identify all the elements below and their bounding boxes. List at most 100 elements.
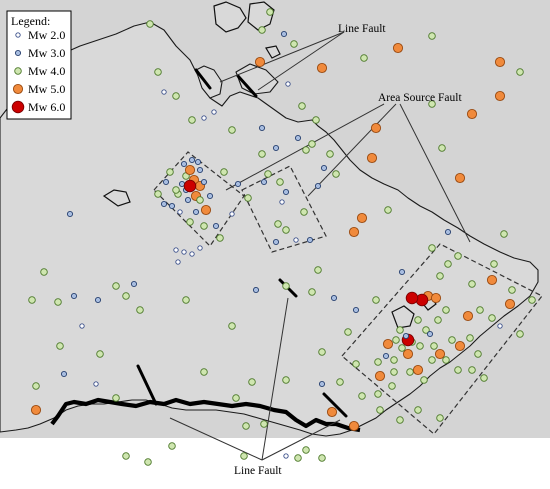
line-fault-north-1 — [194, 68, 212, 90]
epicenter-mw4 — [300, 208, 308, 216]
epicenter-mw3 — [66, 210, 74, 218]
epicenter-mw4 — [228, 126, 236, 134]
epicenter-mw4 — [442, 356, 450, 364]
epicenter-mw4 — [54, 298, 62, 306]
epicenter-mw4 — [374, 358, 382, 366]
epicenter-mw5 — [374, 370, 386, 382]
epicenter-mw4 — [466, 334, 474, 342]
epicenter-mw3 — [272, 144, 280, 152]
epicenter-mw3 — [318, 380, 326, 388]
epicenter-mw2 — [229, 211, 235, 217]
epicenter-mw4 — [430, 342, 438, 350]
epicenter-mw4 — [500, 230, 508, 238]
epicenter-mw4 — [428, 244, 436, 252]
epicenter-mw3 — [294, 134, 302, 142]
epicenter-mw4 — [508, 286, 516, 294]
epicenter-mw4 — [390, 368, 398, 376]
epicenter-mw2 — [285, 81, 291, 87]
epicenter-mw5 — [412, 364, 424, 376]
epicenter-mw3 — [188, 156, 196, 164]
epicenter-mw4 — [312, 116, 320, 124]
legend-symbol-mw5 — [12, 83, 24, 95]
epicenter-mw4 — [444, 260, 452, 268]
epicenter-mw4 — [454, 252, 462, 260]
epicenter-mw4 — [290, 40, 298, 48]
epicenter-mw5 — [486, 274, 498, 286]
epicenter-mw3 — [60, 370, 68, 378]
epicenter-mw3 — [398, 268, 406, 276]
epicenter-mw4 — [318, 454, 326, 462]
epicenter-mw3 — [192, 208, 200, 216]
epicenter-mw6 — [415, 293, 429, 307]
epicenter-mw3 — [260, 178, 268, 186]
epicenter-mw4 — [414, 316, 422, 324]
epicenter-mw4 — [146, 20, 154, 28]
epicenter-mw4 — [422, 326, 430, 334]
epicenter-mw2 — [181, 249, 187, 255]
epicenter-mw4 — [122, 452, 130, 460]
epicenter-mw4 — [372, 296, 380, 304]
epicenter-mw4 — [468, 280, 476, 288]
earthquake-layer — [28, 8, 536, 466]
epicenter-mw4 — [122, 292, 130, 300]
epicenter-mw3 — [160, 200, 168, 208]
epicenter-mw4 — [476, 306, 484, 314]
epicenter-mw3 — [184, 196, 192, 204]
epicenter-mw4 — [172, 186, 180, 194]
epicenter-mw3 — [168, 202, 176, 210]
island-gulf-1 — [391, 305, 415, 329]
epicenter-mw4 — [136, 306, 144, 314]
epicenter-mw5 — [30, 404, 42, 416]
epicenter-mw4 — [436, 272, 444, 280]
epicenter-mw5 — [504, 298, 516, 310]
line-fault-north-2 — [236, 74, 258, 98]
epicenter-mw5 — [200, 204, 212, 216]
epicenter-mw2 — [161, 89, 167, 95]
epicenter-mw4 — [398, 344, 406, 352]
epicenter-mw4 — [154, 190, 162, 198]
epicenter-mw3 — [402, 332, 410, 340]
epicenter-mw3 — [444, 228, 452, 236]
peninsula-north — [195, 65, 223, 99]
epicenter-mw4 — [420, 376, 428, 384]
epicenter-mw5 — [348, 226, 360, 238]
epicenter-mw4 — [260, 420, 268, 428]
epicenter-mw4 — [308, 140, 316, 148]
epicenter-mw3 — [280, 30, 288, 38]
line-fault-southeast — [322, 392, 348, 418]
epicenter-mw5 — [430, 292, 442, 304]
pointer-linefault-bottom-1 — [169, 417, 263, 461]
epicenter-mw4 — [96, 350, 104, 358]
area-source-middle — [241, 165, 327, 253]
epicenter-mw2 — [293, 237, 299, 243]
epicenter-mw3 — [206, 192, 214, 200]
epicenter-mw3 — [306, 236, 314, 244]
epicenter-mw4 — [332, 170, 340, 178]
epicenter-mw4 — [352, 360, 360, 368]
epicenter-mw5 — [348, 420, 360, 432]
epicenter-mw4 — [200, 368, 208, 376]
epicenter-mw2 — [93, 381, 99, 387]
epicenter-mw4 — [228, 322, 236, 330]
epicenter-mw4 — [358, 392, 366, 400]
island-small-2 — [102, 189, 131, 207]
epicenter-mw4 — [488, 314, 496, 322]
epicenter-mw3 — [352, 306, 360, 314]
epicenter-mw4 — [448, 336, 456, 344]
pointer-linefault-2 — [257, 31, 345, 91]
epicenter-mw4 — [264, 170, 272, 178]
epicenter-mw4 — [232, 394, 240, 402]
epicenter-mw4 — [308, 288, 316, 296]
epicenter-mw4 — [428, 100, 436, 108]
epicenter-mw4 — [258, 26, 266, 34]
label-area-source-fault: Area Source Fault — [378, 92, 462, 104]
epicenter-mw4 — [32, 382, 40, 390]
epicenter-mw3 — [200, 178, 208, 186]
epicenter-mw3 — [426, 330, 434, 338]
epicenter-mw4 — [186, 218, 194, 226]
epicenter-mw2 — [197, 245, 203, 251]
epicenter-mw5 — [382, 338, 394, 350]
legend-label-mw6: Mw 6.0 — [28, 100, 65, 114]
epicenter-mw2 — [497, 323, 503, 329]
epicenter-mw4 — [40, 268, 48, 276]
